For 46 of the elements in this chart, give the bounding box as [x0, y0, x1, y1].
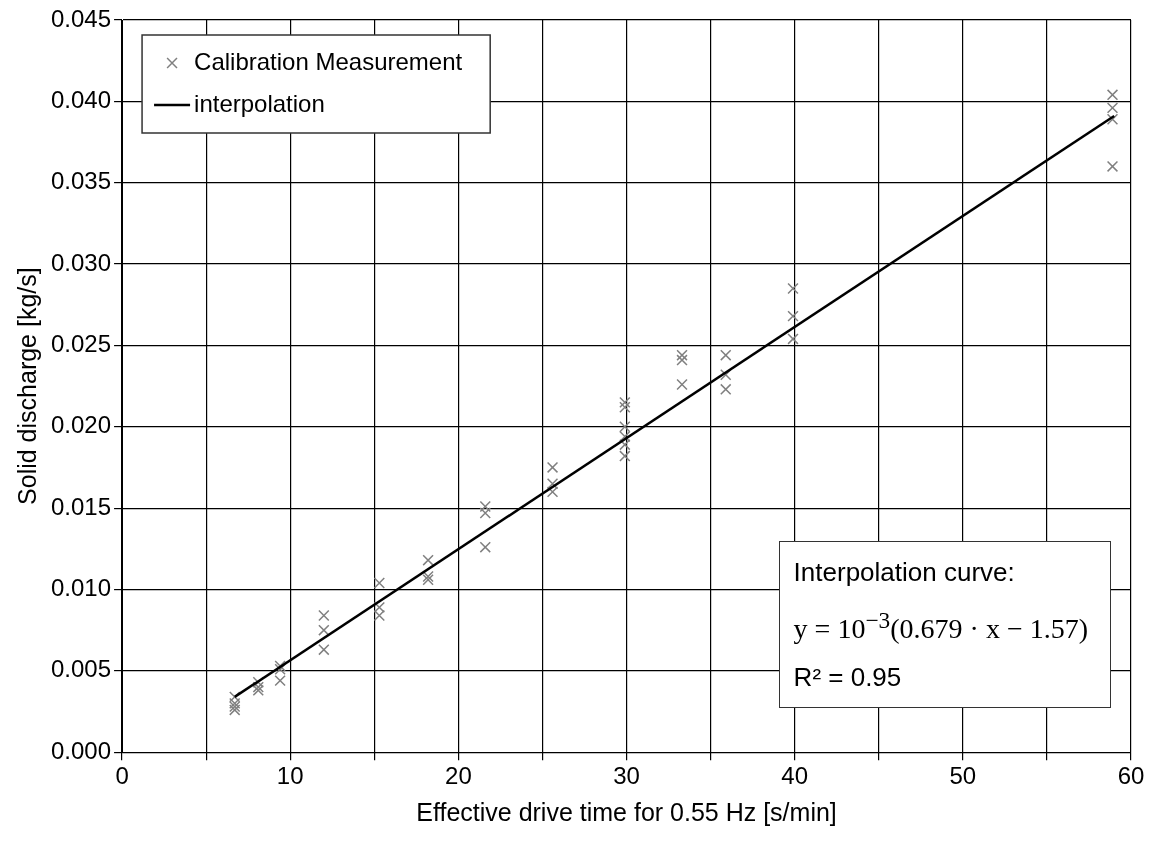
point	[787, 310, 799, 322]
point	[479, 541, 491, 553]
point	[422, 570, 434, 583]
x-tick-label: 0	[115, 762, 129, 790]
point	[720, 383, 732, 396]
point	[676, 378, 688, 391]
point	[422, 574, 434, 586]
annotation: y = 10$^{−3}$(0.679 · x − 1.57)	[793, 605, 1088, 646]
y-tick-label: 0.005	[51, 655, 112, 683]
x-tick-label: 50	[949, 762, 977, 790]
point	[619, 401, 631, 413]
x-tick-label: 30	[613, 762, 640, 790]
x-tick-label: 20	[445, 762, 472, 790]
point	[373, 577, 386, 589]
y-tick-label: 0.020	[51, 411, 112, 439]
annotation: Interpolation curve:	[793, 555, 1016, 589]
y-tick-label: 0.030	[51, 248, 112, 276]
y-tick-label: 0.045	[51, 4, 112, 32]
y-axis-title: Solid discharge [kg/s]	[12, 267, 41, 505]
y-tick-label: 0.040	[51, 85, 112, 113]
legend-label: interpolation	[194, 89, 325, 117]
annotation: R² = 0.95	[793, 661, 903, 694]
x-tick-label: 40	[781, 762, 809, 790]
point	[787, 333, 799, 345]
y-tick-label: 0.035	[51, 167, 112, 195]
point	[546, 461, 559, 474]
point	[720, 349, 732, 361]
legend-label: Calibration Measurement	[194, 47, 463, 75]
point	[318, 609, 330, 622]
point	[787, 282, 799, 295]
point	[318, 624, 330, 636]
point	[1106, 160, 1119, 173]
point	[676, 354, 688, 366]
x-tick-label: 10	[276, 762, 304, 790]
point	[252, 681, 264, 693]
y-tick-label: 0.000	[51, 736, 112, 764]
y-tick-label: 0.015	[51, 492, 112, 520]
point	[720, 369, 732, 381]
y-tick-label: 0.010	[51, 574, 112, 602]
x-tick-label: 60	[1117, 762, 1145, 790]
y-tick-label: 0.025	[51, 330, 112, 358]
point	[318, 643, 330, 656]
point	[422, 554, 434, 566]
x-axis-title: Effective drive time for 0.55 Hz [s/min]	[416, 797, 837, 826]
point	[619, 396, 631, 409]
point	[676, 349, 688, 361]
